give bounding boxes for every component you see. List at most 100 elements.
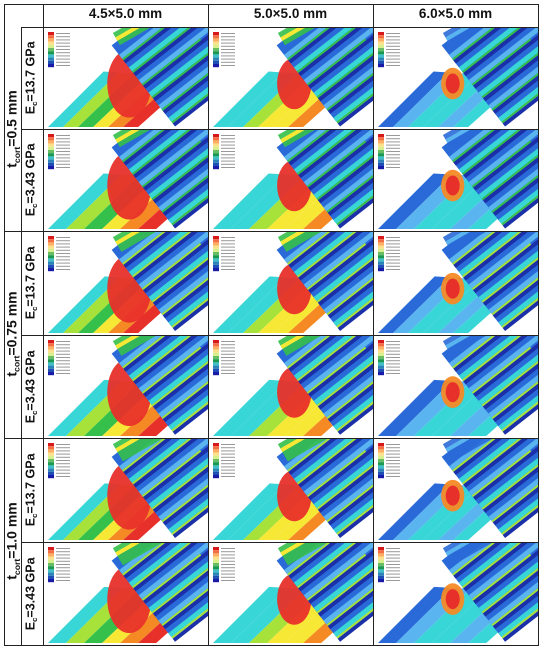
thread-highlight xyxy=(478,28,538,97)
thread-highlight xyxy=(313,336,373,405)
legend-swatch xyxy=(48,356,54,360)
grid-line xyxy=(21,542,538,543)
thread-shadow xyxy=(152,336,208,410)
thread-highlight xyxy=(323,232,373,314)
legend-swatch xyxy=(378,446,384,450)
thread-highlight xyxy=(138,543,208,600)
thread-shadow xyxy=(143,439,208,501)
legend-swatch xyxy=(48,162,54,166)
thread-shadow xyxy=(172,130,208,229)
legend-tick-text xyxy=(386,466,400,468)
thread-stress xyxy=(171,178,208,226)
legend-tick-text xyxy=(56,265,70,267)
thread-highlight xyxy=(138,336,208,393)
legend-tick-text xyxy=(386,472,400,474)
thread-stress xyxy=(151,462,208,510)
stress-map-svg xyxy=(374,28,538,127)
legend-tick-text xyxy=(386,350,400,352)
thread-shadow xyxy=(308,439,373,501)
legend-tick-text xyxy=(386,347,400,349)
thread-shadow xyxy=(492,439,538,526)
legend-tick-text xyxy=(221,49,235,50)
legend-swatch xyxy=(378,146,384,150)
implant-threads xyxy=(441,232,538,332)
legend-tick-text xyxy=(221,341,235,342)
thread-highlight xyxy=(468,232,538,289)
legend-swatch xyxy=(48,41,54,45)
legend-swatch xyxy=(48,64,54,68)
thread-shadow xyxy=(133,28,208,77)
elastic-modulus-label: Ec=3.43 GPa xyxy=(21,129,41,231)
legend-tick-text xyxy=(386,344,400,346)
legend-swatch xyxy=(378,32,384,36)
legend-swatch xyxy=(48,553,54,557)
thread-shadow xyxy=(152,232,208,306)
stress-map-cell xyxy=(44,543,208,645)
legend-tick-text xyxy=(386,240,400,242)
legend-tick-text xyxy=(56,573,70,575)
thread-shadow xyxy=(317,336,373,410)
thread-highlight xyxy=(333,28,373,122)
legend-tick-text xyxy=(56,469,70,471)
thread-stress xyxy=(287,232,347,265)
legend-swatch xyxy=(213,57,219,61)
bone-stress-band xyxy=(378,586,453,643)
legend-tick-text xyxy=(386,160,400,162)
stress-map-svg xyxy=(44,232,208,333)
thread-highlight xyxy=(333,336,373,431)
legend-swatch xyxy=(213,465,219,469)
thread-stress xyxy=(287,130,347,163)
legend-tick-text xyxy=(386,256,400,258)
thread-stress xyxy=(491,372,538,420)
thread-highlight xyxy=(498,439,538,534)
legend-swatch xyxy=(378,550,384,554)
thread-highlight xyxy=(158,543,208,625)
stress-map-cell xyxy=(209,130,373,231)
thread-shadow xyxy=(473,336,538,397)
legend-tick-text xyxy=(221,453,235,455)
thread-stress xyxy=(501,384,538,432)
label-value: =3.43 GPa xyxy=(23,557,38,618)
legend-tick-text xyxy=(56,476,70,477)
legend-swatch xyxy=(378,349,384,353)
legend-swatch xyxy=(378,449,384,453)
legend-tick-text xyxy=(221,447,235,449)
legend-swatch xyxy=(48,566,54,570)
thread-stress xyxy=(461,28,522,73)
elastic-modulus-label: Ec=13.7 GPa xyxy=(21,231,41,335)
stress-map-cell xyxy=(209,543,373,645)
thread-shadow xyxy=(453,439,538,475)
legend-tick-text xyxy=(56,33,70,34)
legend-tick-text xyxy=(386,163,400,165)
cortical-thickness-label: tcort=0.5 mm xyxy=(3,27,21,231)
thread-highlight xyxy=(284,28,373,59)
legend-tick-text xyxy=(56,341,70,342)
legend-swatch xyxy=(378,368,384,372)
bone-stress-band xyxy=(48,71,119,127)
legend-tick-text xyxy=(386,262,400,264)
stress-map-cell xyxy=(374,28,538,129)
bone-stress-band xyxy=(414,175,488,229)
legend-tick-text xyxy=(56,36,70,38)
stress-map-svg xyxy=(209,336,373,436)
legend-tick-text xyxy=(221,360,235,362)
legend-tick-text xyxy=(56,45,70,47)
legend-swatch xyxy=(48,143,54,147)
legend-tick-text xyxy=(386,49,400,50)
cortical-layer xyxy=(277,336,373,356)
legend-tick-text xyxy=(56,144,70,146)
thread-shadow xyxy=(298,232,373,281)
legend-swatch xyxy=(213,559,219,563)
thread-highlight xyxy=(284,232,373,264)
legend-swatch xyxy=(213,239,219,243)
thread-highlight xyxy=(488,543,538,625)
thread-highlight xyxy=(303,232,373,289)
thread-stress xyxy=(171,591,208,639)
thread-stress xyxy=(452,543,512,576)
thread-highlight xyxy=(168,28,208,122)
legend-swatch xyxy=(378,143,384,147)
thread-stress xyxy=(296,130,357,175)
thread-stress xyxy=(452,130,512,163)
thread-highlight xyxy=(468,336,538,393)
legend-tick-text xyxy=(386,249,400,251)
